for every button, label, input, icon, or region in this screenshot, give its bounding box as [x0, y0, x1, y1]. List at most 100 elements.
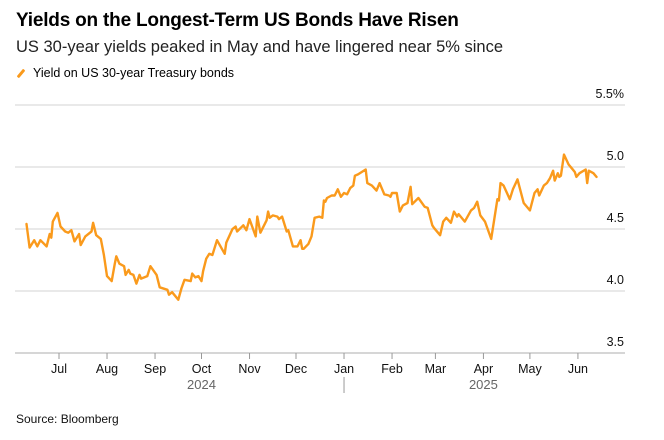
data-point	[575, 176, 577, 178]
data-point	[371, 185, 373, 187]
data-point	[366, 182, 368, 184]
data-point	[310, 235, 313, 238]
data-point	[512, 188, 514, 190]
data-point	[458, 213, 460, 215]
data-point	[383, 193, 385, 195]
data-point	[331, 194, 333, 197]
data-point	[208, 253, 210, 255]
data-point	[450, 222, 452, 224]
data-point	[563, 154, 565, 156]
data-point	[231, 228, 234, 230]
data-point	[118, 263, 121, 265]
source-note: Source: Bloomberg	[16, 412, 119, 426]
data-point	[529, 209, 531, 211]
data-point	[399, 211, 401, 213]
data-point	[543, 185, 545, 187]
data-point	[46, 245, 48, 247]
data-point	[490, 238, 492, 240]
x-tick-label: Nov	[238, 362, 261, 376]
data-point	[357, 173, 359, 176]
data-point	[90, 230, 93, 233]
legend-label: Yield on US 30-year Treasury bonds	[33, 66, 235, 80]
data-point	[417, 197, 419, 199]
data-point	[149, 265, 151, 267]
data-point	[256, 216, 258, 218]
data-point	[128, 269, 130, 271]
data-point	[123, 265, 125, 267]
data-point	[352, 185, 354, 187]
x-tick-label: Sep	[144, 362, 166, 376]
data-point	[509, 198, 511, 200]
x-tick-label: Dec	[285, 362, 307, 376]
data-point	[301, 248, 303, 250]
x-axis: Jul Aug Sep Oct Nov Dec Jan Feb Mar Apr May Jun 2024…	[51, 353, 588, 393]
data-point	[183, 279, 186, 281]
data-point	[106, 275, 108, 277]
data-point	[484, 220, 486, 223]
data-point	[171, 291, 173, 293]
data-point	[49, 233, 51, 235]
data-point	[33, 239, 35, 241]
x-tick-label: Jul	[51, 362, 67, 376]
x-tick-label: Oct	[192, 362, 212, 376]
data-point	[456, 216, 458, 218]
data-point	[318, 216, 320, 218]
chart-subtitle: US 30-year yields peaked in May and have…	[16, 38, 504, 56]
data-point	[200, 280, 203, 282]
data-point	[406, 202, 409, 204]
data-point	[286, 230, 288, 233]
data-point	[389, 196, 392, 198]
data-point	[533, 192, 536, 194]
data-point	[194, 276, 196, 278]
data-point	[73, 240, 76, 242]
data-point	[549, 177, 551, 179]
data-point	[168, 294, 170, 296]
data-point	[326, 197, 328, 199]
data-point	[292, 245, 294, 247]
data-point	[592, 172, 595, 174]
data-point	[129, 273, 131, 275]
gridlines	[15, 104, 625, 354]
data-point	[433, 227, 435, 229]
data-point	[402, 204, 404, 207]
data-point	[552, 170, 554, 172]
data-point	[64, 230, 66, 233]
data-point	[537, 188, 539, 190]
data-point	[278, 218, 280, 220]
series-line-30y-yield	[25, 153, 598, 301]
data-point	[410, 186, 412, 188]
y-tick-label: 5.0	[607, 149, 624, 163]
data-point	[111, 280, 113, 282]
data-point	[453, 211, 455, 213]
data-point	[586, 182, 588, 184]
y-tick-label: 4.5	[607, 211, 624, 225]
data-point	[211, 254, 213, 256]
data-point	[502, 185, 505, 187]
data-point	[496, 198, 498, 200]
data-point	[59, 225, 62, 228]
data-point	[431, 224, 433, 226]
data-point	[578, 172, 581, 174]
data-point	[205, 258, 207, 260]
data-point	[307, 243, 309, 245]
data-point	[324, 201, 327, 203]
data-point	[343, 192, 345, 194]
data-point	[276, 216, 279, 218]
year-label: 2025	[469, 377, 498, 392]
data-point	[52, 220, 54, 223]
data-point	[445, 217, 447, 219]
data-point	[272, 214, 274, 216]
data-point	[225, 242, 227, 244]
data-point	[379, 182, 381, 184]
data-point	[337, 188, 339, 190]
data-point	[499, 182, 502, 184]
x-tick-label: Mar	[425, 362, 447, 376]
data-point	[574, 171, 576, 173]
data-point	[568, 163, 570, 166]
x-tick-label: Apr	[474, 362, 493, 376]
data-point	[190, 280, 192, 282]
data-point	[155, 274, 158, 276]
data-point	[248, 218, 251, 220]
data-point	[197, 275, 200, 277]
data-point	[236, 230, 238, 233]
